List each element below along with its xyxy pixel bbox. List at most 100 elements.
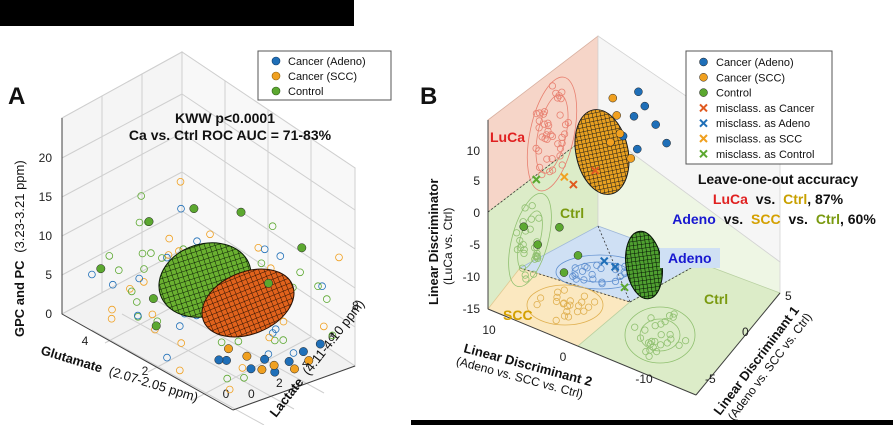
point-b-cancer-adeno--5 bbox=[634, 87, 643, 97]
hollow-marker-a bbox=[328, 331, 337, 340]
legend-b-misclass-as-scc-label: misclass. as SCC bbox=[716, 134, 802, 146]
hollow-marker-b bbox=[535, 117, 543, 125]
hollow-marker-b bbox=[548, 82, 557, 90]
legend-b-cancer-adeno--label: Cancer (Adeno) bbox=[716, 57, 794, 69]
hollow-marker-b bbox=[652, 347, 661, 356]
hollow-marker-b bbox=[566, 297, 574, 305]
point-b-misclass-as-adeno-1 bbox=[610, 262, 620, 272]
hollow-marker-b bbox=[544, 122, 553, 130]
acc2-vs1: vs. bbox=[724, 211, 743, 227]
hollow-marker-a bbox=[225, 385, 234, 394]
panel-b-label: B bbox=[420, 83, 437, 110]
z-label-bold: GPC and PC bbox=[12, 260, 27, 337]
hollow-marker-b bbox=[560, 299, 568, 307]
hollow-marker-a bbox=[276, 252, 285, 260]
b-x-tick-10: 10 bbox=[482, 323, 496, 337]
hollow-marker-b bbox=[522, 275, 530, 283]
b-z-label-sub: (LuCa vs. Ctrl) bbox=[441, 208, 455, 285]
hollow-marker-b bbox=[669, 313, 677, 321]
hollow-marker-a bbox=[177, 339, 186, 347]
hollow-marker-b bbox=[631, 323, 639, 331]
hollow-marker-b bbox=[535, 214, 543, 222]
panel-b-z-label: Linear Discriminator (LuCa vs. Ctrl) bbox=[426, 179, 455, 305]
b-z-tick-neg10: -10 bbox=[463, 270, 481, 284]
b-y-tick-0: 0 bbox=[742, 325, 749, 339]
hollow-marker-b bbox=[656, 341, 665, 349]
legend-b-control-marker bbox=[699, 88, 708, 97]
hollow-marker-b bbox=[535, 109, 544, 117]
hollow-marker-b bbox=[528, 202, 536, 210]
hollow-marker-b bbox=[520, 246, 528, 254]
hollow-marker-b bbox=[527, 215, 536, 223]
point-b-cancer-adeno--4 bbox=[662, 138, 671, 148]
hollow-marker-b bbox=[560, 312, 569, 320]
hollow-marker-a bbox=[268, 222, 277, 231]
acc1-value: , 87% bbox=[807, 191, 843, 207]
legend-a-scc-label: Cancer (SCC) bbox=[288, 71, 357, 83]
hollow-marker-b bbox=[553, 293, 561, 301]
hollow-marker-b bbox=[657, 331, 665, 339]
panel-a-annotation-2: Ca vs. Ctrl ROC AUC = 71-83% bbox=[129, 127, 332, 143]
hollow-marker-a bbox=[319, 322, 328, 331]
panel-b-points bbox=[519, 87, 671, 292]
point-b-control-1 bbox=[533, 240, 542, 249]
region-luca-label: LuCa bbox=[490, 129, 525, 145]
top-left-black-bar bbox=[0, 0, 354, 26]
b-z-tick-neg5: -5 bbox=[469, 238, 480, 252]
panel-b-y-ticks: -5 0 5 bbox=[705, 289, 792, 386]
acc1-luca: LuCa bbox=[713, 191, 748, 207]
legend-b-misclass-as-control-marker bbox=[699, 149, 708, 159]
hollow-marker-a bbox=[88, 270, 96, 279]
hollow-marker-b bbox=[580, 276, 588, 284]
hollow-marker-a bbox=[158, 254, 166, 262]
acc2-adeno: Adeno bbox=[672, 211, 716, 227]
hollow-marker-b bbox=[536, 294, 545, 302]
panel-b-legend: Cancer (Adeno) Cancer (SCC) Control misclas… bbox=[685, 50, 833, 165]
point-a-cancer-scc--4 bbox=[257, 365, 267, 375]
hollow-marker-b bbox=[543, 155, 551, 163]
hollow-marker-b bbox=[548, 132, 557, 140]
point-a-cancer-scc--2 bbox=[290, 364, 299, 374]
hollow-marker-b bbox=[521, 271, 529, 279]
hollow-marker-b bbox=[584, 303, 593, 311]
legend-b-misclass-as-cancer-marker bbox=[699, 103, 708, 113]
hollow-marker-a bbox=[133, 298, 141, 306]
point-a-control-4 bbox=[96, 264, 106, 274]
panel-b-x-ticks: 10 0 -10 bbox=[482, 323, 653, 386]
hollow-marker-b bbox=[535, 124, 543, 132]
legend-b-control-label: Control bbox=[716, 88, 751, 100]
hollow-marker-a bbox=[134, 311, 142, 320]
hollow-marker-b bbox=[520, 249, 528, 257]
hollow-marker-a bbox=[240, 373, 248, 382]
hollow-marker-b bbox=[556, 144, 565, 153]
hollow-marker-a bbox=[107, 314, 116, 323]
hollow-marker-b bbox=[564, 313, 573, 321]
hollow-marker-b bbox=[560, 286, 568, 294]
acc1-vs: vs. bbox=[756, 191, 775, 207]
hollow-marker-b bbox=[583, 264, 591, 272]
x-tick-2: 2 bbox=[142, 364, 149, 378]
hollow-marker-b bbox=[512, 229, 521, 237]
legend-b-misclass-as-scc-marker bbox=[699, 134, 708, 143]
hollow-marker-a bbox=[108, 305, 116, 314]
hollow-marker-a bbox=[138, 249, 147, 258]
panel-a-points bbox=[96, 204, 325, 377]
point-a-control-5 bbox=[148, 294, 158, 304]
hollow-marker-b bbox=[581, 262, 589, 270]
panel-a-z-ticks: 0 5 10 15 20 bbox=[39, 151, 53, 321]
hollow-marker-b bbox=[532, 144, 540, 152]
z-tick-20: 20 bbox=[39, 151, 53, 165]
b-x-tick-0: 0 bbox=[560, 350, 567, 364]
point-a-control-7 bbox=[297, 243, 307, 253]
region-ctrl-back-label: Ctrl bbox=[560, 205, 584, 221]
acc1-ctrl: Ctrl bbox=[783, 191, 807, 207]
hollow-marker-a bbox=[238, 364, 247, 372]
panel-b: -15 -10 -5 0 5 10 10 0 -10 -5 0 5 bbox=[420, 35, 876, 423]
point-b-cancer-scc--4 bbox=[626, 154, 636, 163]
point-b-control-2 bbox=[573, 251, 583, 260]
hollow-marker-b bbox=[519, 241, 527, 249]
hollow-marker-a bbox=[234, 337, 243, 346]
legend-b-misclass-as-adeno-marker bbox=[699, 118, 708, 128]
hollow-marker-a bbox=[279, 336, 288, 344]
